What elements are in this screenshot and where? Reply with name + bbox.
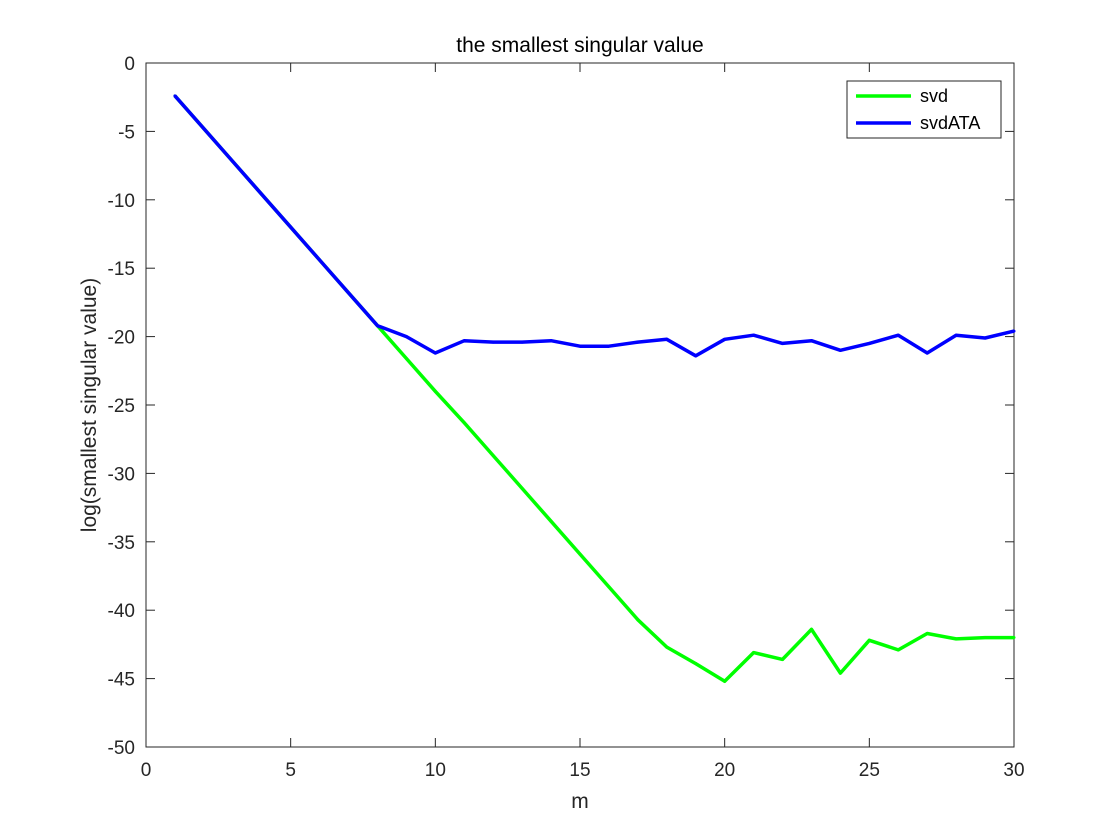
data-point-svdATA [375,324,379,328]
data-point-svd [694,662,698,666]
data-point-svd [433,389,437,393]
data-point-svdATA [723,337,727,341]
x-tick-label: 25 [859,760,880,781]
series-line-svdATA [173,94,1015,358]
data-point-svd [578,552,582,556]
y-tick-label: -20 [108,328,135,349]
data-point-svd [838,671,842,675]
data-point-svdATA [173,94,177,98]
data-point-svdATA [694,354,698,358]
data-point-svdATA [231,159,235,163]
data-point-svdATA [404,335,408,339]
x-tick-label: 30 [1003,760,1024,781]
plot-area [145,62,1015,748]
y-tick-label: -5 [118,122,135,143]
data-point-svd [896,648,900,652]
y-tick-label: -30 [108,464,135,485]
y-tick-label: -35 [108,533,135,554]
axis-ticks: 0 5 10 15 20 25 30 0 -5 -10 -15 -20 -25 -30 -35 -40 -45 -… [108,54,1025,781]
data-point-svd [954,637,958,641]
data-point-svdATA [491,340,495,344]
data-point-svdATA [809,339,813,343]
legend: svd svdATA [846,80,1002,139]
y-tick-label: -40 [108,601,135,622]
data-point-svdATA [954,333,958,337]
data-point-svd [867,638,871,642]
data-point-svdATA [433,351,437,355]
data-point-svdATA [838,348,842,352]
data-point-svd [404,356,408,360]
data-point-svdATA [867,341,871,345]
y-tick-label: 0 [124,54,135,75]
legend-label-svd: svd [920,86,948,106]
data-point-svdATA [983,336,987,340]
data-point-svdATA [665,337,669,341]
data-point-svdATA [607,344,611,348]
y-axis-label: log(smallest singular value) [78,278,101,532]
legend-box [846,80,1002,139]
data-point-svdATA [752,333,756,337]
data-point-svdATA [347,291,351,295]
legend-label-svdATA: svdATA [920,113,980,133]
data-point-svd [636,618,640,622]
data-point-svdATA [520,340,524,344]
data-point-svd [752,651,756,655]
data-point-svdATA [925,351,929,355]
x-axis-label: m [571,790,589,813]
data-point-svdATA [462,339,466,343]
data-point-svd [1012,636,1016,640]
data-point-svd [549,519,553,523]
data-point-svdATA [260,192,264,196]
x-tick-label: 10 [425,760,446,781]
y-tick-label: -25 [108,396,135,417]
x-tick-label: 5 [285,760,296,781]
x-tick-label: 20 [714,760,735,781]
data-point-svdATA [289,225,293,229]
y-tick-label: -45 [108,670,135,691]
data-point-svd [925,631,929,635]
x-tick-label: 0 [141,760,152,781]
series-lines [173,94,1016,684]
data-point-svdATA [896,333,900,337]
chart-title: the smallest singular value [456,34,703,57]
data-point-svd [983,636,987,640]
data-point-svd [723,679,727,683]
data-point-svdATA [549,339,553,343]
x-tick-label: 15 [569,760,590,781]
data-point-svdATA [318,258,322,262]
data-point-svd [520,486,524,490]
data-point-svd [491,454,495,458]
data-point-svdATA [202,127,206,131]
axes [145,62,1015,748]
data-point-svdATA [636,340,640,344]
data-point-svd [665,645,669,649]
y-tick-label: -10 [108,191,135,212]
y-tick-label: -50 [108,738,135,759]
data-point-svd [809,627,813,631]
data-point-svd [462,421,466,425]
data-point-svdATA [578,344,582,348]
data-point-svd [607,585,611,589]
data-point-svdATA [1012,329,1016,333]
data-point-svd [781,657,785,661]
y-tick-label: -15 [108,259,135,280]
data-point-svdATA [781,341,785,345]
